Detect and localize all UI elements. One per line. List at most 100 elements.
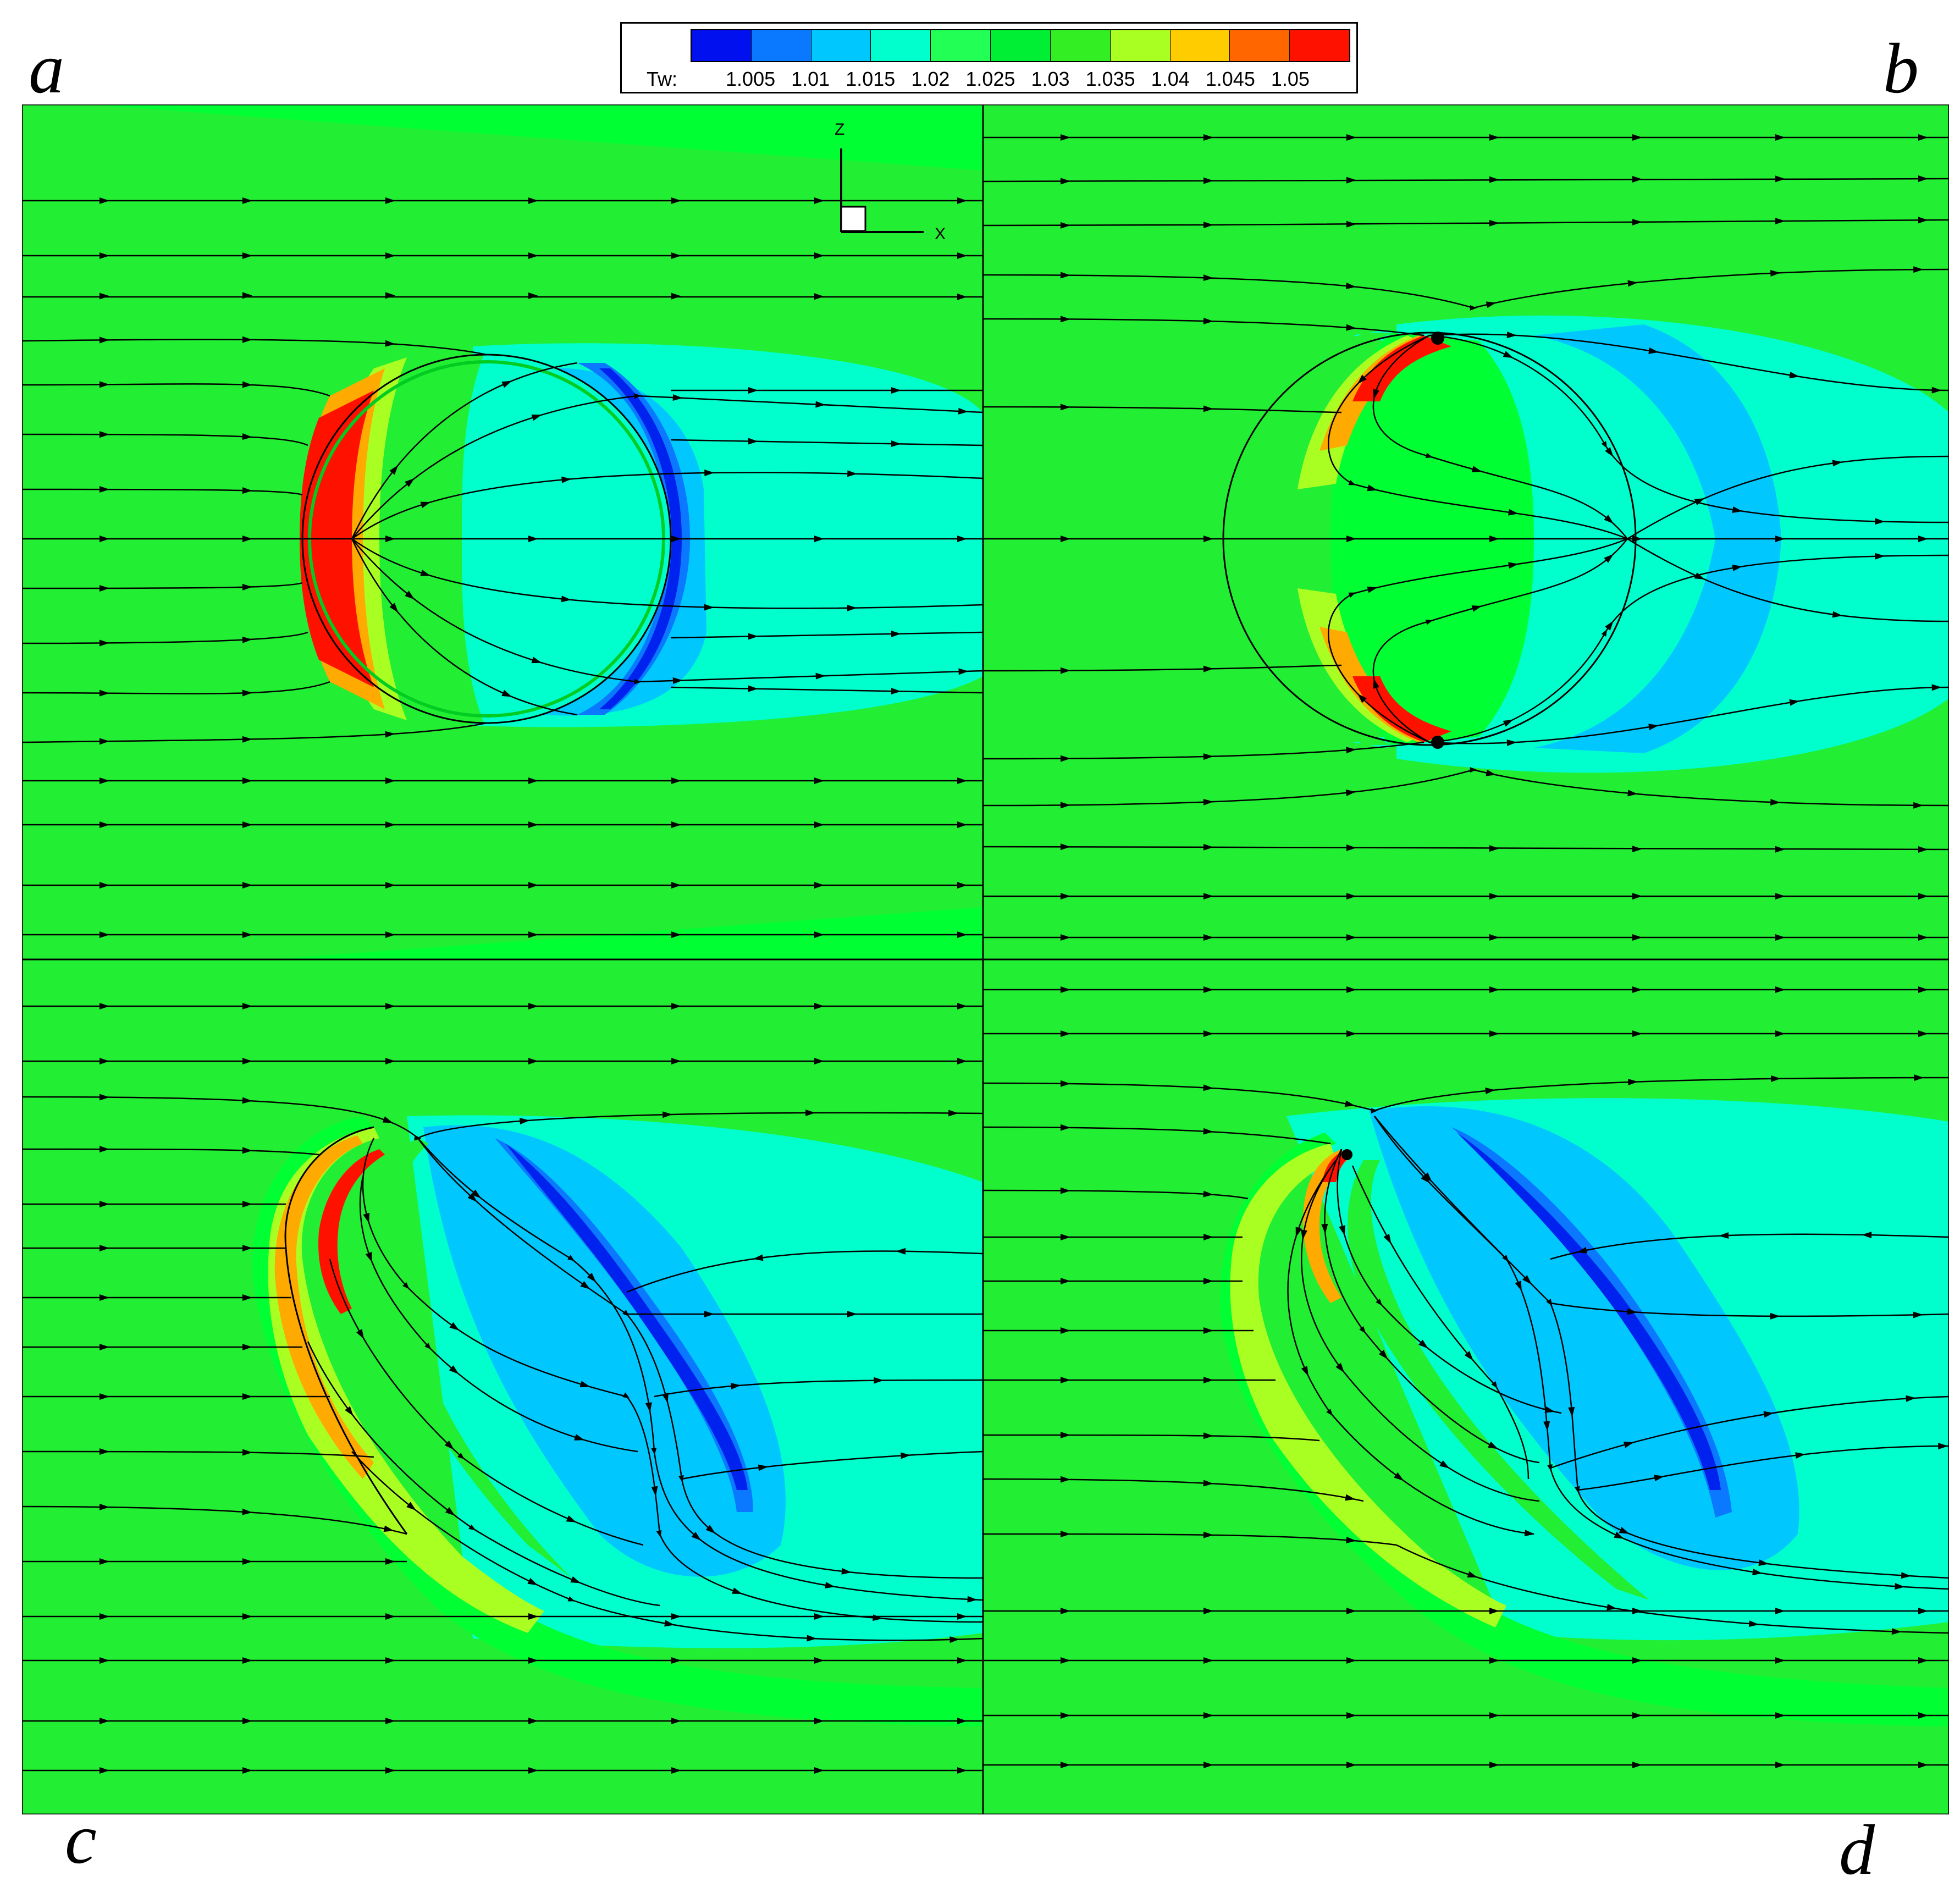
- streamline-arrow: [1301, 1366, 1308, 1377]
- streamline-arrow: [671, 536, 681, 542]
- streamline-arrow: [1632, 986, 1642, 993]
- streamline-arrow: [847, 470, 858, 477]
- streamline-arrow: [528, 197, 538, 204]
- streamline-arrow: [1203, 1531, 1213, 1538]
- streamline-arrow: [528, 1767, 538, 1774]
- streamline-arrow: [672, 394, 683, 401]
- streamline-arrow: [1508, 562, 1519, 569]
- streamline-arrow: [1606, 1604, 1617, 1610]
- streamline-arrow: [1913, 802, 1924, 809]
- streamline-arrow: [100, 197, 109, 204]
- streamline: [22, 339, 487, 356]
- streamline-arrow: [385, 197, 395, 204]
- streamline-arrow: [1918, 1762, 1928, 1768]
- streamline-arrow: [444, 1440, 454, 1450]
- streamline-arrow: [99, 738, 109, 745]
- streamline-arrow: [528, 882, 538, 889]
- streamline-arrow: [1203, 1608, 1213, 1614]
- streamline-arrow: [814, 1767, 824, 1774]
- streamline-arrow: [1632, 1657, 1642, 1664]
- streamline-arrow: [1346, 844, 1356, 851]
- streamline-arrow: [814, 252, 824, 259]
- streamline-arrow: [1203, 1480, 1213, 1487]
- streamline-arrow: [1632, 1712, 1642, 1719]
- streamline-arrow: [100, 1558, 109, 1565]
- streamline-arrow: [1832, 611, 1843, 618]
- streamline-arrow: [1913, 266, 1924, 273]
- streamline: [1337, 1149, 1562, 1414]
- streamline-arrow: [99, 1094, 109, 1101]
- streamline-arrow: [967, 1596, 978, 1603]
- streamline-arrow: [242, 736, 252, 743]
- streamline: [670, 686, 983, 694]
- streamline: [22, 631, 308, 644]
- streamline: [359, 1176, 638, 1453]
- panel-label-a: a: [29, 29, 64, 108]
- streamline-arrow: [671, 1613, 681, 1620]
- streamline-arrow: [242, 777, 252, 784]
- streamline-arrow: [242, 1613, 252, 1620]
- streamline-arrow: [385, 1003, 395, 1009]
- streamline-arrow: [100, 1767, 109, 1774]
- streamline-arrow: [528, 252, 538, 259]
- streamline-arrow: [1373, 678, 1379, 689]
- streamline-arrow: [732, 1587, 743, 1594]
- streamline-arrow: [1060, 802, 1070, 809]
- streamline-arrow: [1488, 1441, 1498, 1449]
- streamline-arrow: [1060, 316, 1070, 323]
- streamline-arrow: [957, 252, 967, 259]
- streamline-arrow: [1627, 790, 1638, 797]
- streamline-arrow: [100, 882, 109, 889]
- streamline-arrow: [1061, 1762, 1070, 1768]
- streamline-arrow: [671, 1718, 681, 1724]
- streamline-arrow: [1203, 798, 1213, 805]
- streamline-arrow: [1632, 893, 1642, 900]
- streamline-arrow: [704, 604, 714, 611]
- streamline-arrow: [570, 1576, 581, 1583]
- streamline-arrow: [1489, 845, 1499, 852]
- streamline: [1627, 455, 1949, 540]
- streamline-arrow: [100, 1003, 109, 1009]
- streamline-arrow: [1301, 1229, 1307, 1240]
- streamline-arrow: [957, 882, 967, 889]
- streamline-arrow: [527, 1577, 538, 1586]
- streamline-arrow: [385, 292, 395, 299]
- streamline: [22, 681, 330, 694]
- streamline-arrow: [1543, 1421, 1550, 1432]
- streamline-arrow: [242, 197, 252, 204]
- streamline-arrow: [815, 401, 826, 408]
- streamline-arrow: [520, 1118, 530, 1125]
- streamline-arrow: [1632, 1762, 1642, 1768]
- streamline-arrow: [1775, 134, 1785, 141]
- streamline-arrow: [1346, 1030, 1356, 1037]
- streamline-arrow: [242, 433, 252, 440]
- streamline-arrow: [958, 668, 969, 675]
- streamline-arrow: [471, 1189, 481, 1199]
- streamline-arrow: [1486, 301, 1497, 308]
- streamline-arrow: [1489, 536, 1499, 542]
- streamline-arrow: [1203, 1278, 1213, 1284]
- streamline-arrow: [1489, 134, 1499, 141]
- streamline-arrow: [847, 1311, 857, 1317]
- streamline-arrow: [100, 931, 109, 938]
- streamline-arrow: [1503, 351, 1514, 358]
- streamline-arrow: [1758, 1559, 1769, 1566]
- streamline-arrow: [1763, 1411, 1774, 1418]
- streamline-arrow: [957, 1657, 967, 1664]
- streamline: [983, 1077, 1949, 1114]
- streamline-arrow: [1295, 1227, 1302, 1238]
- color-swatch-8: [1110, 30, 1171, 61]
- streamline-arrow: [1346, 220, 1356, 228]
- streamline-arrow: [1485, 1088, 1495, 1094]
- contour-plot-grid: Z X: [22, 104, 1949, 1814]
- streamline-arrow: [1060, 843, 1070, 851]
- streamline: [983, 268, 1949, 311]
- streamline-arrow: [841, 1568, 852, 1575]
- streamline-arrow: [1632, 846, 1642, 853]
- color-legend: Tw: 1.005 1.01 1.015 1.02 1.025 1.03 1.035 1.04…: [620, 22, 1358, 93]
- color-legend-tick: 1.05: [1271, 68, 1310, 90]
- streamline-arrow: [891, 387, 901, 394]
- streamline-arrow: [651, 1486, 658, 1497]
- streamline: [22, 582, 303, 589]
- streamline-arrow: [1346, 893, 1356, 900]
